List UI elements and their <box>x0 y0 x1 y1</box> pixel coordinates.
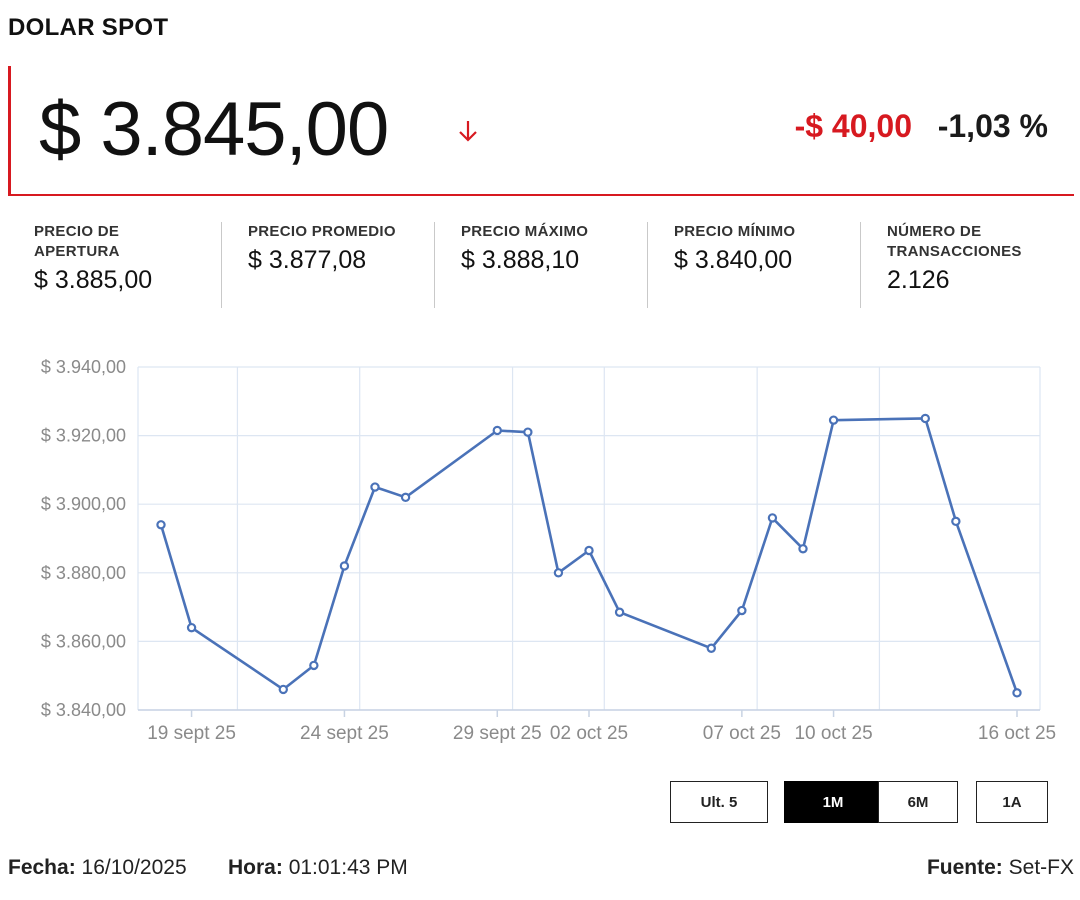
price-change-absolute: -$ 40,00 <box>794 108 912 144</box>
page-title: DOLAR SPOT <box>8 14 169 41</box>
range-button-ult5[interactable]: Ult. 5 <box>670 781 768 823</box>
range-button-1a[interactable]: 1A <box>976 781 1048 823</box>
stats-row: PRECIO DE APERTURA $ 3.885,00 PRECIO PRO… <box>0 222 1080 310</box>
data-point <box>278 684 288 695</box>
quote-panel: $ 3.845,00 -$ 40,00 -1,03 % <box>8 66 1074 196</box>
price-line-chart: $ 3.840,00 $ 3.860,00 $ 3.880,00 $ 3.900,00… <box>41 357 1056 744</box>
y-tick-label: $ 3.840,00 <box>41 700 126 720</box>
arrow-down-icon <box>459 121 477 142</box>
x-tick-label: 02 oct 25 <box>550 723 628 744</box>
data-point <box>309 660 319 671</box>
stat-opening-price: PRECIO DE APERTURA $ 3.885,00 <box>8 222 220 308</box>
data-point <box>492 425 502 436</box>
data-point <box>798 544 808 554</box>
date-info: Fecha: 16/10/2025 <box>8 856 187 880</box>
stat-value: $ 3.885,00 <box>34 266 153 294</box>
stat-label: PRECIO DE APERTURA <box>34 223 120 260</box>
data-point <box>951 516 961 527</box>
time-value: 01:01:43 PM <box>288 856 408 879</box>
stat-max-price: PRECIO MÁXIMO $ 3.888,10 <box>434 222 646 308</box>
source-info: Fuente: Set-FX <box>927 856 1074 880</box>
date-label: Fecha: <box>8 856 76 879</box>
stat-label: PRECIO MÁXIMO <box>461 223 589 240</box>
stat-value: $ 3.877,08 <box>248 246 367 274</box>
series-line <box>159 417 1019 694</box>
date-value: 16/10/2025 <box>81 856 187 879</box>
time-info: Hora: 01:01:43 PM <box>228 856 408 880</box>
x-tick-label: 10 oct 25 <box>794 723 872 744</box>
data-point <box>828 415 839 425</box>
stat-value: 2.126 <box>887 266 950 294</box>
x-tick-label: 16 oct 25 <box>978 723 1056 744</box>
y-tick-label: $ 3.900,00 <box>41 494 126 514</box>
stat-value: $ 3.888,10 <box>461 246 580 274</box>
stat-average-price: PRECIO PROMEDIO $ 3.877,08 <box>221 222 433 308</box>
source-value: Set-FX <box>1008 856 1074 879</box>
price-change-percent: -1,03 % <box>937 108 1048 144</box>
stat-label: NÚMERO DE TRANSACCIONES <box>887 223 1022 260</box>
data-point <box>584 545 594 556</box>
x-tick-label: 07 oct 25 <box>703 723 781 744</box>
data-point <box>1012 688 1022 698</box>
data-point <box>156 520 166 530</box>
range-button-1m[interactable]: 1M <box>784 781 882 823</box>
stat-transactions: NÚMERO DE TRANSACCIONES 2.126 <box>860 222 1072 308</box>
data-point <box>706 643 716 653</box>
y-tick-label: $ 3.880,00 <box>41 563 126 583</box>
data-point <box>400 492 411 503</box>
data-point <box>614 607 625 617</box>
y-tick-label: $ 3.920,00 <box>41 426 126 446</box>
stat-min-price: PRECIO MÍNIMO $ 3.840,00 <box>647 222 859 308</box>
range-button-6m[interactable]: 6M <box>878 781 958 823</box>
stat-label: PRECIO MÍNIMO <box>674 223 796 240</box>
data-point <box>339 561 350 571</box>
x-tick-label: 29 sept 25 <box>453 723 542 744</box>
stat-label: PRECIO PROMEDIO <box>248 223 396 240</box>
stat-value: $ 3.840,00 <box>674 246 793 274</box>
source-label: Fuente: <box>926 856 1003 879</box>
current-price: $ 3.845,00 <box>39 87 389 172</box>
data-point <box>767 513 778 523</box>
x-tick-label: 19 sept 25 <box>147 723 236 744</box>
data-point <box>186 622 197 633</box>
data-point <box>523 427 533 437</box>
time-label: Hora: <box>228 856 283 879</box>
x-tick-label: 24 sept 25 <box>300 723 389 744</box>
y-tick-label: $ 3.860,00 <box>41 631 126 651</box>
data-point <box>370 482 380 492</box>
range-selector: Ult. 5 1M 6M 1A <box>0 781 1080 825</box>
data-point <box>920 413 930 424</box>
data-point <box>553 568 564 578</box>
y-tick-label: $ 3.940,00 <box>41 357 126 377</box>
footer: Fecha: 16/10/2025 Hora: 01:01:43 PM Fuen… <box>8 856 1074 886</box>
data-point <box>737 605 747 616</box>
